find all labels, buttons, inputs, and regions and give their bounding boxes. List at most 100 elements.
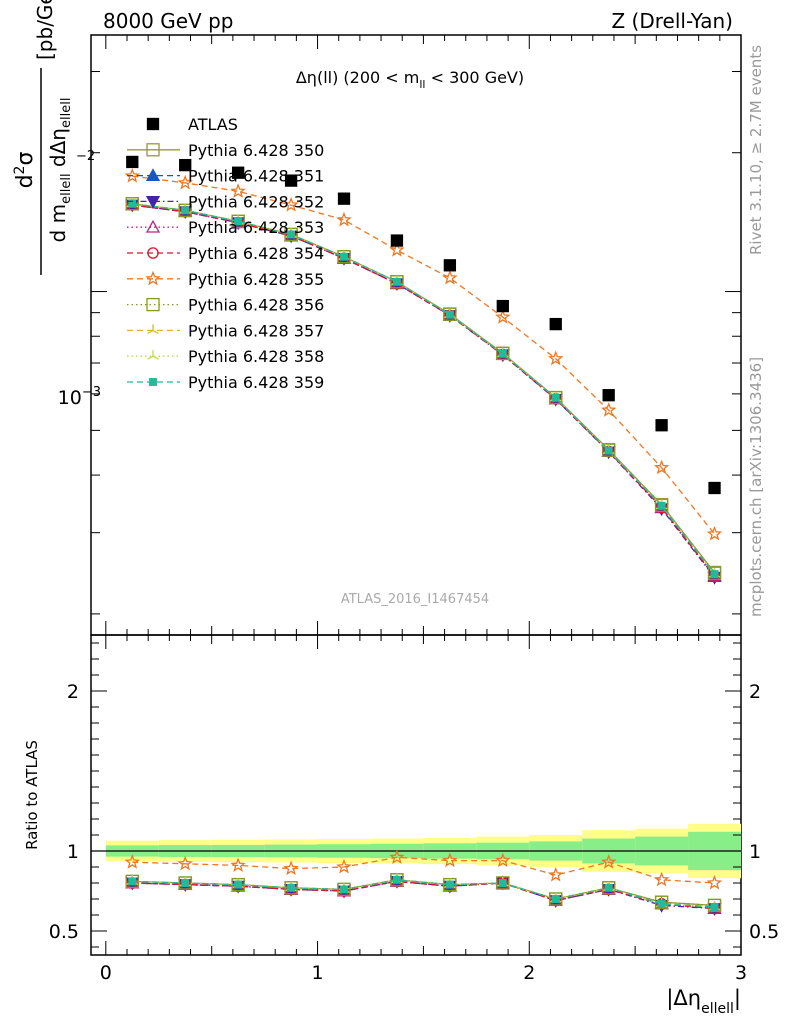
main-series-line: [132, 203, 716, 575]
atlas-data-point: [496, 299, 509, 313]
main-series-marker: [389, 241, 405, 257]
legend-label: Pythia 6.428 354: [188, 244, 324, 263]
ratio-series-marker: [287, 883, 296, 892]
legend-label: Pythia 6.428 356: [188, 296, 324, 315]
main-series-line: [132, 204, 716, 577]
main-series-marker: [549, 390, 563, 405]
atlas-data-point: [549, 317, 562, 331]
ratio-axis-ticks: 0 1 2 30.5 0.51 12 2: [49, 635, 779, 984]
main-series-marker: [442, 269, 458, 285]
mcplots-label: mcplots.cern.ch [arXiv:1306.3436]: [747, 357, 765, 617]
analysis-id-label: ATLAS_2016_I1467454: [341, 592, 489, 607]
ratio-panel: 0 1 2 30.5 0.51 12 2 Ratio to ATLAS: [23, 634, 779, 984]
ratio-series-line: [132, 880, 715, 910]
atlas-data-point: [390, 234, 404, 247]
header-right: Z (Drell-Yan): [611, 9, 733, 33]
ylabel-numerator: d2σ: [12, 152, 38, 189]
legend-marker: [145, 195, 161, 209]
ratio-series-line: [132, 856, 715, 884]
ratio-series-marker: [547, 866, 564, 882]
main-series-marker: [124, 168, 141, 183]
xtick-label: 1: [312, 962, 324, 984]
legend-label: ATLAS: [188, 115, 238, 134]
main-series-marker: [128, 199, 137, 208]
legend-marker: [146, 143, 160, 157]
rivet-version-label: Rivet 3.1.10, ≥ 2.7M events: [747, 45, 765, 255]
main-series-marker: [340, 252, 348, 261]
ratio-frame: [90, 634, 742, 956]
ratio-series-group: [124, 849, 723, 916]
main-series-marker: [495, 309, 511, 324]
legend-marker: [146, 297, 160, 312]
legend-marker: [147, 247, 159, 259]
ratio-series-marker: [340, 885, 348, 894]
main-series-marker: [230, 183, 246, 198]
main-series-marker: [445, 310, 454, 319]
legend-label: Pythia 6.428 350: [188, 141, 324, 160]
ylabel-unit: [pb/GeV]: [33, 0, 57, 60]
ratio-series-marker: [128, 877, 137, 886]
legend-label: Pythia 6.428 355: [188, 270, 324, 289]
ratio-ytick-label-left: 1: [67, 841, 79, 863]
legend-marker: [147, 350, 159, 360]
ratio-series-marker: [653, 871, 670, 887]
main-series-marker: [498, 349, 507, 358]
legend-label: Pythia 6.428 359: [188, 373, 324, 392]
ratio-series-marker: [495, 852, 511, 868]
ratio-series-marker: [551, 895, 560, 903]
ratio-series-marker: [389, 849, 405, 864]
xtick-label: 2: [523, 962, 535, 984]
plot-title: Δη(ll) (200 < mll < 300 GeV): [296, 68, 524, 91]
main-series-marker: [177, 174, 193, 190]
ratio-series-marker: [124, 854, 141, 869]
atlas-data-point: [337, 192, 351, 205]
legend-label: Pythia 6.428 352: [188, 192, 324, 211]
ratio-series-marker: [707, 898, 722, 913]
legend-marker: [145, 219, 161, 233]
main-series-marker: [654, 498, 669, 512]
main-series-marker: [336, 211, 352, 227]
header-left: 8000 GeV pp: [103, 9, 234, 33]
ylabel-denominator: d mellell dΔηellell: [46, 98, 74, 243]
main-series-marker: [234, 217, 243, 226]
main-series-line: [132, 203, 716, 573]
ratio-ytick-label-right: 0.5: [749, 921, 779, 943]
ratio-ytick-label-right: 1: [749, 841, 761, 863]
ratio-series-marker: [604, 883, 613, 892]
plot-title-sub: ll: [419, 78, 425, 91]
ratio-series-marker: [498, 879, 507, 887]
main-series-marker: [283, 197, 299, 212]
ratio-series-marker: [445, 880, 454, 889]
main-series-marker: [600, 402, 617, 417]
ratio-series-marker: [710, 903, 719, 911]
ratio-series-marker: [600, 854, 617, 869]
ytick-label-1e-2: −2: [76, 149, 95, 164]
legend: ATLAS Pythia 6.428 350 Pythia 6.428 351 Pyt…: [127, 115, 324, 392]
main-series-marker: [547, 350, 564, 366]
legend-label: Pythia 6.428 357: [188, 321, 324, 340]
ratio-series-marker: [336, 858, 352, 874]
ratio-series-line: [132, 879, 715, 908]
main-series-marker: [710, 570, 719, 579]
ratio-series-marker: [283, 860, 299, 876]
ratio-uncertainty-bands: [91, 823, 741, 879]
main-axis-ticks: [91, 35, 742, 635]
legend-marker: [146, 117, 160, 131]
legend-marker: [145, 270, 161, 286]
main-panel: Δη(ll) (200 < mll < 300 GeV) ATLAS_2016_…: [12, 0, 742, 636]
atlas-data-point: [126, 155, 139, 169]
ratio-series-marker: [230, 857, 246, 872]
main-series-marker: [551, 393, 560, 402]
main-series-marker: [287, 230, 296, 239]
ratio-series-marker: [706, 874, 723, 890]
main-series-marker: [653, 459, 670, 475]
main-series-marker: [657, 501, 666, 510]
ratio-series-marker: [181, 879, 190, 887]
main-series-marker: [496, 346, 510, 361]
xaxis-title: |Δηellell|: [666, 986, 741, 1017]
xtick-label: 0: [100, 962, 112, 984]
ytick-label-1e-3: 10−3: [58, 385, 101, 409]
atlas-data-point: [655, 419, 668, 432]
legend-label: Pythia 6.428 351: [188, 167, 324, 186]
